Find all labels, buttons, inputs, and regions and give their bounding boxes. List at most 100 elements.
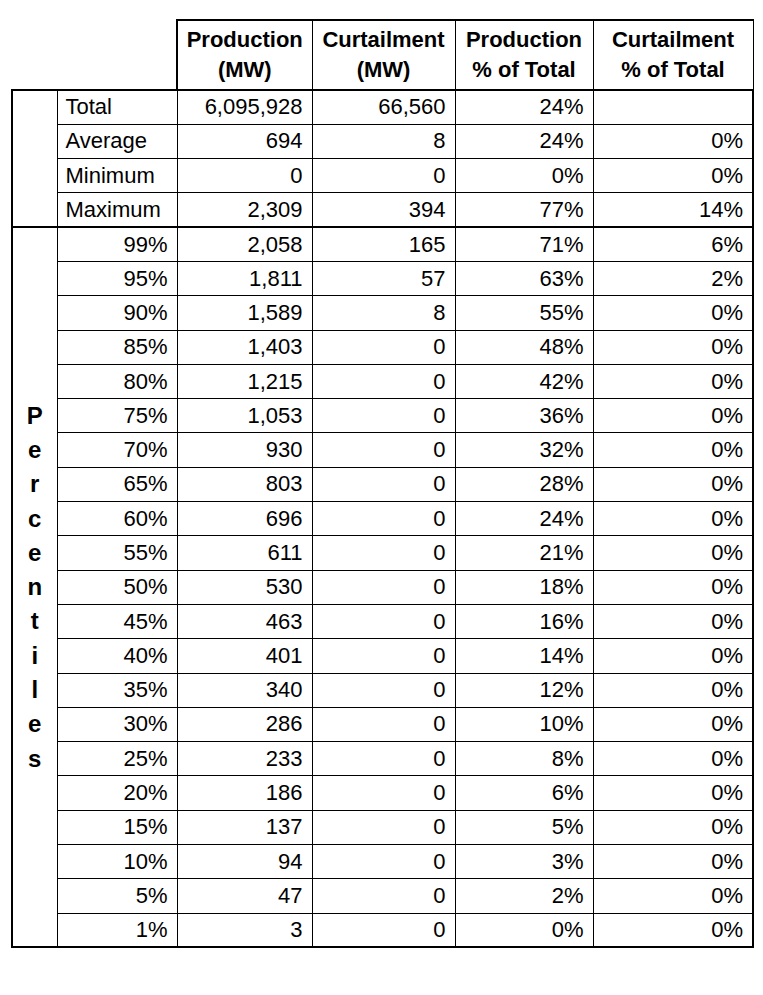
curtailment-pct-cell: 0% [593,330,753,364]
production-pct-cell: 0% [455,913,593,947]
percentile-label-cell: 10% [57,845,177,879]
curtailment-pct-cell: 0% [593,433,753,467]
curtailment-pct-cell: 2% [593,261,753,295]
production-pct-cell: 48% [455,330,593,364]
percentile-row: 5% 47 0 2% 0% [12,879,753,913]
percentile-label-cell: 90% [57,296,177,330]
production-curtailment-statistics-table: Production (MW) Curtailment (MW) Product… [11,19,754,948]
production-mw-cell: 930 [177,433,312,467]
curtailment-pct-cell: 0% [593,742,753,776]
production-pct-cell: 3% [455,845,593,879]
production-mw-cell: 6,095,928 [177,90,312,124]
col-header-line: Production [456,25,593,55]
production-pct-cell: 18% [455,570,593,604]
col-header-curtailment-mw: Curtailment (MW) [312,20,455,90]
production-pct-cell: 10% [455,707,593,741]
curtailment-pct-cell: 0% [593,604,753,638]
curtailment-mw-cell: 0 [312,845,455,879]
percentile-row: P e r c e n t i l e s 99% 2,058 165 71% … [12,227,753,261]
curtailment-mw-cell: 0 [312,707,455,741]
curtailment-mw-cell: 66,560 [312,90,455,124]
curtailment-mw-cell: 0 [312,330,455,364]
curtailment-pct-cell: 14% [593,193,753,227]
production-mw-cell: 2,058 [177,227,312,261]
curtailment-mw-cell: 0 [312,364,455,398]
production-mw-cell: 1,053 [177,399,312,433]
production-mw-cell: 1,215 [177,364,312,398]
percentile-row: 95% 1,811 57 63% 2% [12,261,753,295]
col-header-line: % of Total [456,55,593,85]
percentile-label-cell: 45% [57,604,177,638]
curtailment-pct-cell: 0% [593,879,753,913]
curtailment-mw-cell: 0 [312,399,455,433]
col-header-production-pct: Production % of Total [455,20,593,90]
production-mw-cell: 94 [177,845,312,879]
percentile-row: 30% 286 0 10% 0% [12,707,753,741]
production-pct-cell: 24% [455,90,593,124]
header-row: Production (MW) Curtailment (MW) Product… [12,20,753,90]
percentiles-vertical-label: P e r c e n t i l e s [12,227,57,947]
percentile-row: 60% 696 0 24% 0% [12,502,753,536]
percentile-label-cell: 35% [57,673,177,707]
summary-group-cell [12,90,57,227]
percentile-label-cell: 85% [57,330,177,364]
col-header-line: Curtailment [594,25,753,55]
production-mw-cell: 611 [177,536,312,570]
curtailment-mw-cell: 0 [312,604,455,638]
percentile-row: 80% 1,215 0 42% 0% [12,364,753,398]
percentile-row: 1% 3 0 0% 0% [12,913,753,947]
production-pct-cell: 71% [455,227,593,261]
production-pct-cell: 63% [455,261,593,295]
curtailment-mw-cell: 0 [312,742,455,776]
production-pct-cell: 16% [455,604,593,638]
curtailment-pct-cell: 0% [593,124,753,158]
percentile-row: 25% 233 0 8% 0% [12,742,753,776]
production-mw-cell: 401 [177,639,312,673]
row-label-cell: Total [57,90,177,124]
percentile-label-cell: 70% [57,433,177,467]
production-mw-cell: 233 [177,742,312,776]
production-pct-cell: 8% [455,742,593,776]
percentile-label-cell: 50% [57,570,177,604]
curtailment-mw-cell: 0 [312,879,455,913]
col-header-line: Production [178,25,312,55]
production-pct-cell: 77% [455,193,593,227]
curtailment-mw-cell: 0 [312,536,455,570]
percentile-row: 35% 340 0 12% 0% [12,673,753,707]
curtailment-pct-cell: 0% [593,159,753,193]
summary-row: Maximum 2,309 394 77% 14% [12,193,753,227]
curtailment-mw-cell: 57 [312,261,455,295]
production-mw-cell: 340 [177,673,312,707]
curtailment-mw-cell: 0 [312,159,455,193]
curtailment-pct-cell: 0% [593,673,753,707]
percentile-row: 55% 611 0 21% 0% [12,536,753,570]
curtailment-pct-cell: 0% [593,467,753,501]
production-mw-cell: 694 [177,124,312,158]
percentile-label-cell: 75% [57,399,177,433]
curtailment-pct-cell: 0% [593,776,753,810]
percentile-row: 20% 186 0 6% 0% [12,776,753,810]
percentile-row: 50% 530 0 18% 0% [12,570,753,604]
col-header-line: (MW) [313,55,455,85]
percentile-label-cell: 80% [57,364,177,398]
production-mw-cell: 186 [177,776,312,810]
production-mw-cell: 803 [177,467,312,501]
production-pct-cell: 5% [455,810,593,844]
curtailment-pct-cell: 0% [593,296,753,330]
curtailment-mw-cell: 0 [312,673,455,707]
percentile-row: 65% 803 0 28% 0% [12,467,753,501]
curtailment-mw-cell: 0 [312,639,455,673]
row-label-cell: Minimum [57,159,177,193]
production-pct-cell: 21% [455,536,593,570]
percentile-label-cell: 25% [57,742,177,776]
curtailment-mw-cell: 0 [312,810,455,844]
production-mw-cell: 530 [177,570,312,604]
percentile-label-cell: 65% [57,467,177,501]
header-spacer [12,20,177,90]
percentile-row: 10% 94 0 3% 0% [12,845,753,879]
percentile-row: 90% 1,589 8 55% 0% [12,296,753,330]
percentile-row: 85% 1,403 0 48% 0% [12,330,753,364]
col-header-production-mw: Production (MW) [177,20,312,90]
curtailment-pct-cell [593,90,753,124]
curtailment-mw-cell: 394 [312,193,455,227]
